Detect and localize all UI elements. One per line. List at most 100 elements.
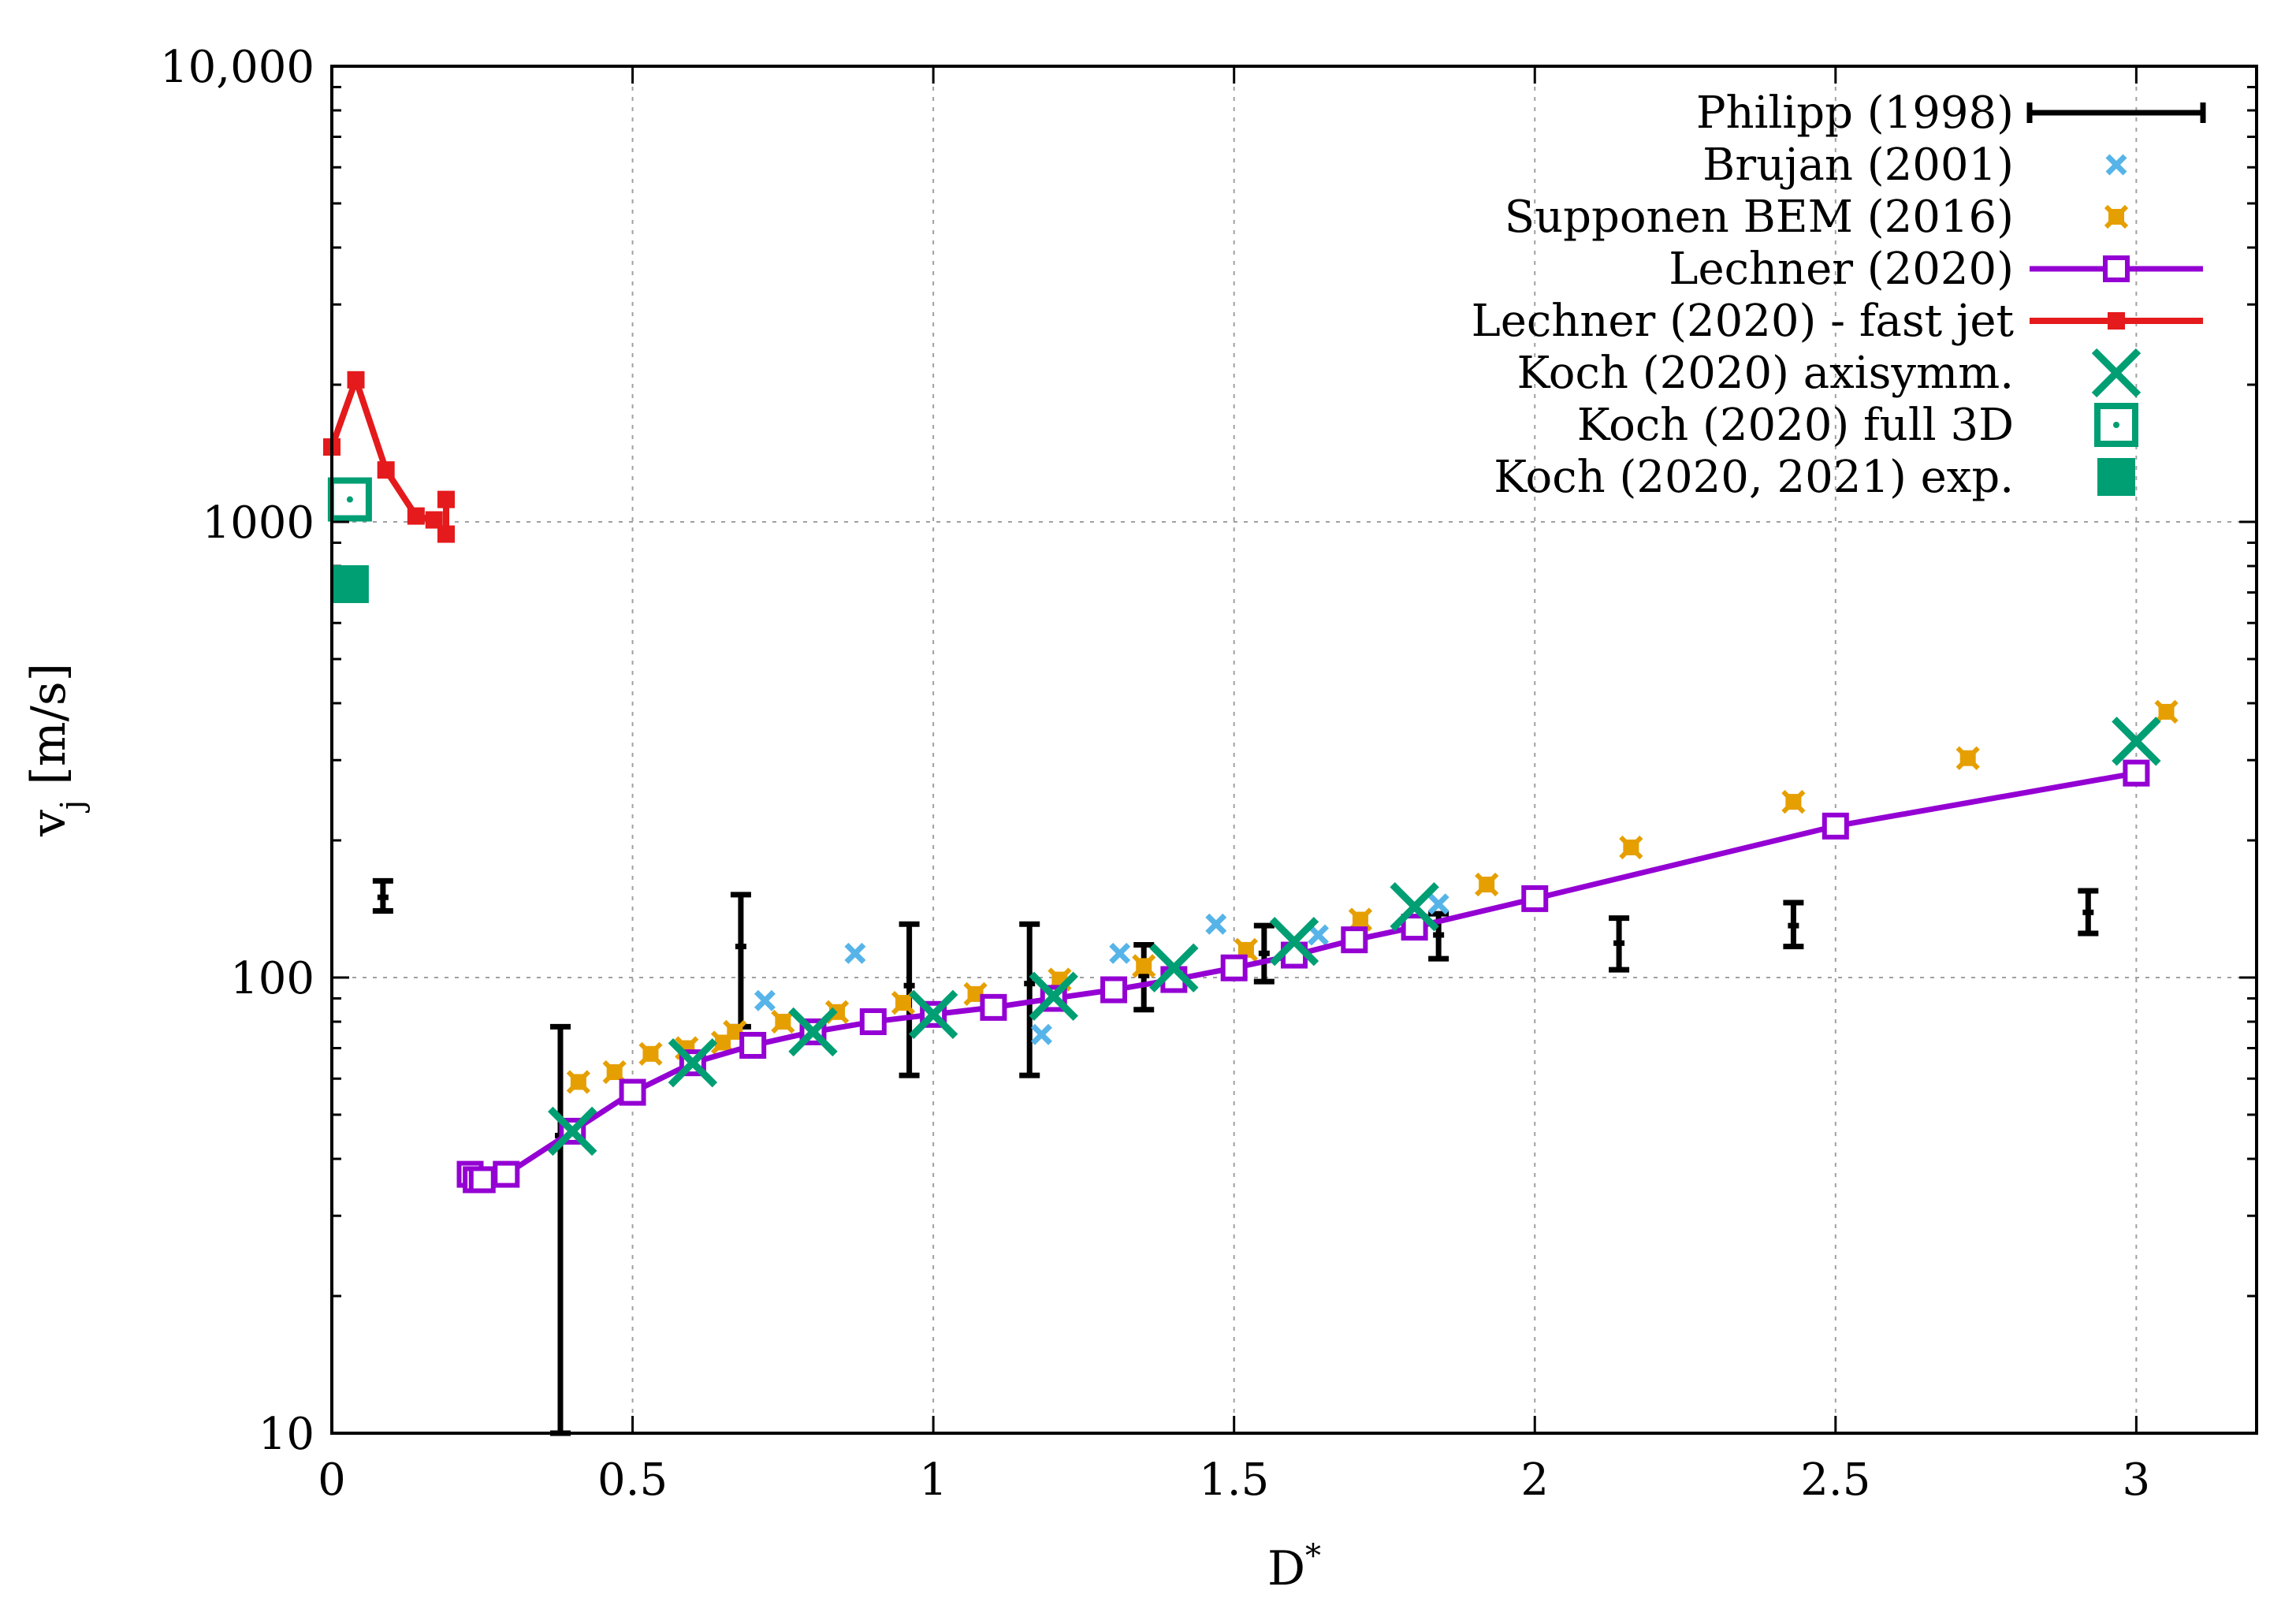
data-point	[327, 477, 372, 522]
legend-label: Philipp (1998)	[1696, 88, 2014, 139]
legend-marker	[2108, 312, 2125, 330]
series-8	[330, 564, 369, 603]
y-tick-label: 10	[259, 1409, 314, 1460]
data-point	[1822, 812, 1849, 840]
legend-label: Koch (2020) full 3D	[1577, 400, 2014, 451]
data-point	[1029, 971, 1078, 1021]
data-point	[1390, 882, 1439, 932]
legend-marker	[2103, 255, 2130, 282]
legend-marker	[2105, 154, 2127, 176]
data-point	[1109, 942, 1131, 964]
data-point	[739, 1031, 767, 1059]
legend-sample	[2030, 312, 2203, 330]
data-point	[1781, 789, 1806, 814]
legend-item: Brujan (2001)	[1702, 140, 2127, 191]
legend-item: Philipp (1998)	[1696, 88, 2206, 139]
x-tick-label: 0.5	[597, 1454, 668, 1506]
legend-sample	[2026, 102, 2206, 123]
data-point	[1521, 885, 1549, 912]
data-point	[437, 525, 455, 543]
x-axis-title: D*	[1267, 1538, 1321, 1596]
data-point	[788, 1007, 838, 1057]
x-tick-label: 2	[1520, 1454, 1549, 1506]
series-2	[754, 893, 1449, 1045]
y-tick-label: 1000	[202, 497, 314, 549]
data-point	[1100, 976, 1128, 1004]
data-point	[1132, 954, 1156, 978]
x-tick-label: 0	[318, 1454, 346, 1506]
data-point	[566, 1070, 591, 1094]
legend-label: Lechner (2020)	[1669, 244, 2014, 295]
data-point	[754, 989, 776, 1011]
data-point	[1956, 746, 1980, 770]
data-point	[1401, 914, 1428, 941]
legend-marker	[2097, 458, 2135, 496]
data-point	[1475, 872, 1499, 897]
legend-item: Supponen BEM (2016)	[1505, 192, 2129, 243]
data-point	[1149, 943, 1199, 993]
data-point	[844, 942, 866, 964]
data-point	[668, 1037, 718, 1088]
data-point	[347, 371, 365, 389]
data-point	[437, 490, 455, 508]
data-point	[468, 1166, 496, 1194]
data-point	[908, 989, 958, 1039]
legend-label: Koch (2020) axisymm.	[1516, 348, 2014, 399]
data-point	[425, 511, 443, 529]
x-tick-label: 3	[2123, 1454, 2151, 1506]
y-axis-title: vj [m/s]	[21, 663, 91, 837]
data-point	[1031, 1023, 1052, 1045]
legend-item: Lechner (2020)	[1669, 244, 2203, 295]
legend-item: Koch (2020, 2021) exp.	[1494, 452, 2135, 503]
legend: Philipp (1998)Brujan (2001)Supponen BEM …	[1472, 88, 2206, 503]
errorbar-point	[1609, 915, 1630, 973]
legend-marker	[2091, 348, 2142, 398]
tick-layer	[330, 65, 2257, 1435]
data-point	[1619, 835, 1643, 860]
legend-item: Koch (2020) axisymm.	[1516, 348, 2142, 399]
x-tick-label: 2.5	[1800, 1454, 1870, 1506]
errorbar-point	[1133, 941, 1155, 1013]
legend-label: Lechner (2020) - fast jet	[1472, 296, 2015, 347]
data-point	[1269, 917, 1319, 967]
legend-marker	[2094, 403, 2138, 447]
data-point	[377, 461, 395, 479]
tick-labels: 0 0.5 1 1.5 2 2.5 3 10 100 1000 10,000	[160, 42, 2150, 1506]
errorbar-point	[2078, 888, 2099, 937]
errorbar-point	[1783, 899, 1804, 950]
data-point	[638, 1041, 663, 1066]
data-point	[771, 1009, 795, 1034]
data-point	[2112, 717, 2161, 766]
data-point	[493, 1160, 520, 1188]
legend-label: Brujan (2001)	[1702, 140, 2014, 191]
data-point	[1308, 924, 1329, 946]
grid-layer	[332, 66, 2257, 1433]
legend-item: Koch (2020) full 3D	[1577, 400, 2138, 451]
x-tick-label: 1.5	[1199, 1454, 1269, 1506]
plot-frame	[330, 65, 2258, 1435]
x-tick-label: 1	[919, 1454, 947, 1506]
series-7	[327, 477, 372, 522]
series-layer	[323, 371, 2179, 1436]
y-tick-label: 10,000	[160, 42, 314, 93]
data-point	[330, 564, 369, 603]
data-point	[1205, 913, 1227, 935]
data-point	[2123, 759, 2150, 787]
legend-label: Supponen BEM (2016)	[1505, 192, 2014, 243]
data-point	[1427, 893, 1449, 915]
data-point	[891, 990, 916, 1015]
legend-label: Koch (2020, 2021) exp.	[1494, 452, 2014, 503]
data-point	[1220, 954, 1248, 981]
errorbar-point	[372, 877, 393, 914]
data-point	[980, 993, 1007, 1021]
series-line	[468, 770, 2137, 1183]
errorbar-point	[1253, 922, 1275, 985]
data-point	[407, 507, 425, 525]
legend-marker	[2104, 204, 2129, 229]
legend-item: Lechner (2020) - fast jet	[1472, 296, 2203, 347]
y-tick-label: 100	[230, 953, 314, 1004]
data-point	[859, 1008, 887, 1036]
data-point	[1341, 926, 1368, 954]
data-point	[548, 1106, 597, 1156]
